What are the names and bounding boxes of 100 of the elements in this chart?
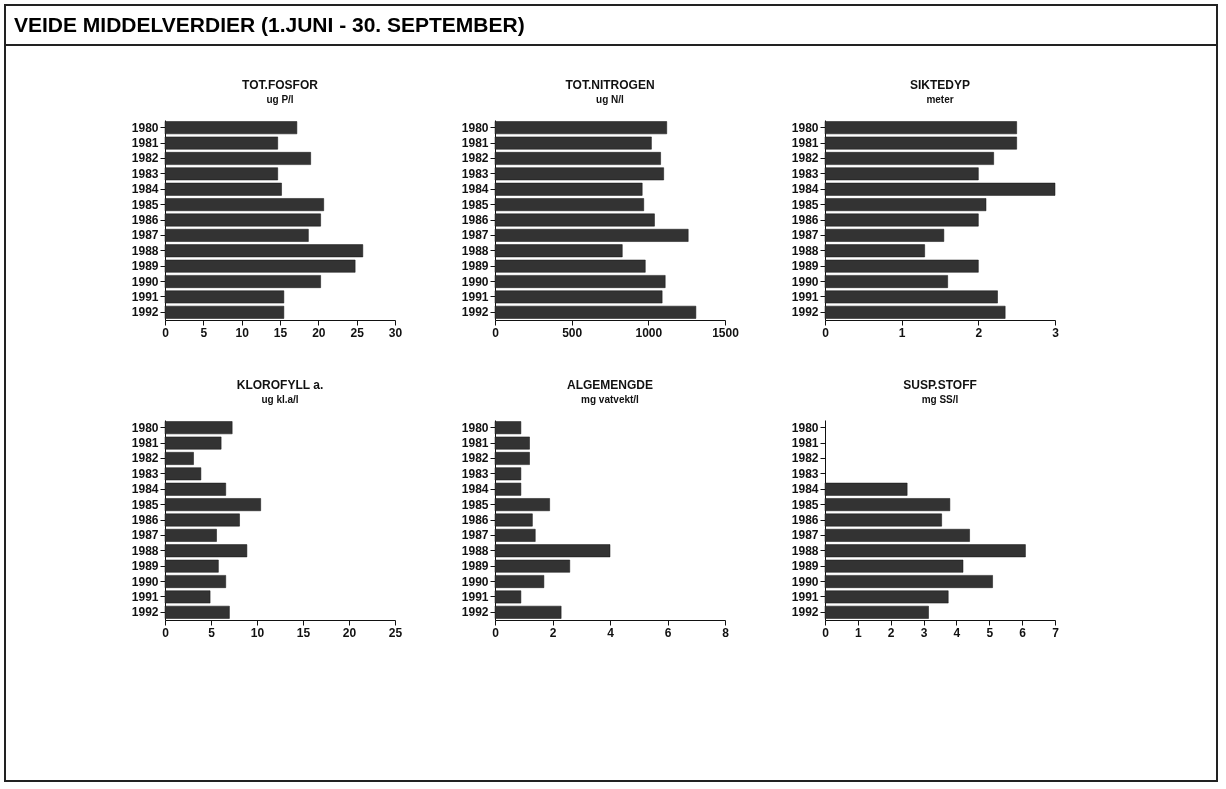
x-tick-label: 0 xyxy=(822,325,830,340)
x-tick-label: 10 xyxy=(235,325,250,340)
chart-subtitle: ug P/l xyxy=(266,94,294,105)
y-tick-label: 1981 xyxy=(791,136,819,151)
y-tick-label: 1987 xyxy=(131,528,159,543)
x-tick-label: 6 xyxy=(1019,625,1027,640)
y-tick-label: 1984 xyxy=(131,182,159,197)
y-tick-label: 1991 xyxy=(791,289,819,304)
x-tick-label: 2 xyxy=(887,625,895,640)
chart-subtitle: ug kl.a/l xyxy=(261,394,299,405)
y-tick-label: 1982 xyxy=(791,151,819,166)
y-tick-label: 1983 xyxy=(791,166,819,181)
y-tick-label: 1991 xyxy=(461,589,489,604)
y-tick-label: 1985 xyxy=(461,197,489,212)
x-tick-label: 5 xyxy=(200,325,208,340)
x-tick-label: 0 xyxy=(162,325,170,340)
y-tick-label: 1981 xyxy=(791,436,819,451)
y-tick-label: 1992 xyxy=(791,305,819,320)
x-tick-label: 0 xyxy=(492,625,500,640)
y-tick-label: 1992 xyxy=(791,605,819,620)
y-tick-label: 1986 xyxy=(461,213,489,227)
x-tick-label: 30 xyxy=(388,325,403,340)
y-tick-label: 1984 xyxy=(461,482,489,497)
x-tick-label: 7 xyxy=(1052,625,1060,640)
y-tick-label: 1985 xyxy=(131,497,159,512)
y-tick-label: 1992 xyxy=(461,605,489,620)
x-tick-label: 4 xyxy=(607,625,615,640)
y-tick-label: 1981 xyxy=(461,436,489,451)
x-tick-label: 15 xyxy=(296,625,311,640)
y-tick-label: 1983 xyxy=(461,166,489,181)
x-tick-label: 8 xyxy=(722,625,730,640)
y-tick-label: 1982 xyxy=(461,451,489,466)
y-tick-label: 1990 xyxy=(131,274,159,289)
y-tick-label: 1987 xyxy=(461,528,489,543)
y-tick-label: 1984 xyxy=(131,482,159,497)
chart-subtitle: ug N/l xyxy=(596,94,625,105)
y-tick-label: 1985 xyxy=(131,197,159,212)
y-tick-label: 1980 xyxy=(791,420,819,435)
y-tick-label: 1981 xyxy=(131,136,159,151)
y-tick-label: 1988 xyxy=(131,543,159,558)
chart-subtitle: meter xyxy=(926,94,954,105)
y-tick-label: 1990 xyxy=(791,574,819,589)
y-tick-label: 1992 xyxy=(131,305,159,320)
y-tick-label: 1980 xyxy=(131,420,159,435)
y-tick-label: 1987 xyxy=(131,228,159,243)
y-tick-label: 1986 xyxy=(791,513,819,527)
y-tick-label: 1982 xyxy=(791,451,819,466)
y-tick-label: 1990 xyxy=(791,274,819,289)
y-tick-label: 1981 xyxy=(131,436,159,451)
y-tick-label: 1984 xyxy=(791,182,819,197)
x-tick-label: 2 xyxy=(975,325,983,340)
y-tick-label: 1984 xyxy=(461,182,489,197)
y-tick-label: 1992 xyxy=(461,305,489,320)
x-tick-label: 1 xyxy=(855,625,863,640)
x-tick-label: 2 xyxy=(549,625,557,640)
y-tick-label: 1983 xyxy=(791,466,819,481)
y-tick-label: 1991 xyxy=(791,589,819,604)
x-tick-label: 5 xyxy=(986,625,994,640)
y-tick-label: 1980 xyxy=(461,420,489,435)
y-tick-label: 1991 xyxy=(131,589,159,604)
y-tick-label: 1983 xyxy=(131,166,159,181)
x-tick-label: 0 xyxy=(822,625,830,640)
text: VEIDE MIDDELVERDIER (1.JUNI - 30. SEPTEMBER) xyxy=(14,13,525,36)
y-tick-label: 1985 xyxy=(791,197,819,212)
y-tick-label: 1988 xyxy=(791,543,819,558)
y-tick-label: 1987 xyxy=(461,228,489,243)
y-tick-label: 1981 xyxy=(461,136,489,151)
y-tick-label: 1991 xyxy=(461,289,489,304)
y-tick-label: 1989 xyxy=(461,559,489,574)
y-tick-label: 1989 xyxy=(461,259,489,274)
chart-subtitle: mg vatvekt/l xyxy=(581,394,640,405)
y-tick-label: 1990 xyxy=(461,574,489,589)
y-tick-label: 1983 xyxy=(461,466,489,481)
y-tick-label: 1989 xyxy=(131,559,159,574)
y-tick-label: 1988 xyxy=(461,243,489,258)
y-tick-label: 1991 xyxy=(131,289,159,304)
y-tick-label: 1984 xyxy=(791,482,819,497)
y-tick-label: 1989 xyxy=(791,559,819,574)
y-tick-label: 1988 xyxy=(461,543,489,558)
y-tick-label: 1987 xyxy=(791,228,819,243)
y-tick-label: 1988 xyxy=(131,243,159,258)
x-tick-label: 6 xyxy=(664,625,672,640)
x-tick-label: 4 xyxy=(953,625,961,640)
y-tick-label: 1989 xyxy=(131,259,159,274)
y-tick-label: 1986 xyxy=(131,213,159,227)
chart-title: TOT.NITROGEN xyxy=(565,78,655,92)
x-tick-label: 1000 xyxy=(635,325,663,340)
y-tick-label: 1990 xyxy=(461,274,489,289)
chart-title: SUSP.STOFF xyxy=(903,378,977,392)
y-tick-label: 1982 xyxy=(131,451,159,466)
y-tick-label: 1980 xyxy=(791,120,819,135)
y-tick-label: 1982 xyxy=(131,151,159,166)
x-tick-label: 500 xyxy=(562,325,583,340)
y-tick-label: 1992 xyxy=(131,605,159,620)
x-tick-label: 25 xyxy=(388,625,403,640)
y-tick-label: 1986 xyxy=(461,513,489,527)
y-tick-label: 1983 xyxy=(131,466,159,481)
x-tick-label: 10 xyxy=(250,625,265,640)
chart-title: TOT.FOSFOR xyxy=(242,78,319,92)
y-tick-label: 1986 xyxy=(791,213,819,227)
